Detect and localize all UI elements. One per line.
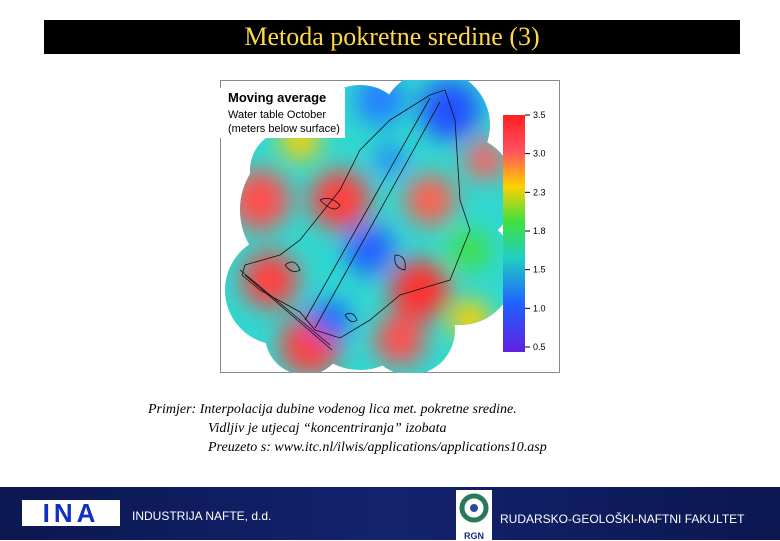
map-units: (meters below surface): [228, 123, 340, 135]
caption-line: Primjer: Interpolacija dubine vodenog li…: [148, 402, 517, 417]
rgn-logo: RGN: [456, 490, 492, 541]
right-text: RUDARSKO-GEOLOŠKI-NAFTNI FAKULTET: [500, 512, 745, 526]
color-bar: [503, 115, 525, 352]
rgn-emblem: [459, 493, 489, 523]
caption-line: Vidljiv je utjecaj “koncentriranja” izob…: [208, 421, 447, 436]
legend-label: 2.3: [533, 187, 546, 197]
legend-label: 3.5: [533, 110, 546, 120]
caption: Primjer: Interpolacija dubine vodenog li…: [148, 400, 547, 457]
rgn-text: RGN: [464, 531, 484, 541]
legend-label: 1.0: [533, 303, 546, 313]
ina-logo: INA: [22, 500, 120, 526]
map-figure: Moving average Water table October (mete…: [220, 80, 560, 373]
legend-label: 1.8: [533, 226, 546, 236]
legend-label: 3.0: [533, 149, 546, 159]
map-title: Moving average: [228, 90, 326, 105]
left-text: INDUSTRIJA NAFTE, d.d.: [132, 509, 272, 523]
map-subtitle: Water table October: [228, 109, 326, 121]
legend-box: [220, 88, 345, 138]
legend-label: 0.5: [533, 342, 546, 352]
outline: [239, 89, 471, 351]
caption-line: Preuzeto s: www.itc.nl/ilwis/application…: [208, 440, 547, 455]
title: Metoda pokretne sredine (3): [44, 20, 740, 54]
footer: INA INDUSTRIJA NAFTE, d.d. RGN RUDARSKO-…: [0, 487, 780, 541]
legend-label: 1.5: [533, 265, 546, 275]
